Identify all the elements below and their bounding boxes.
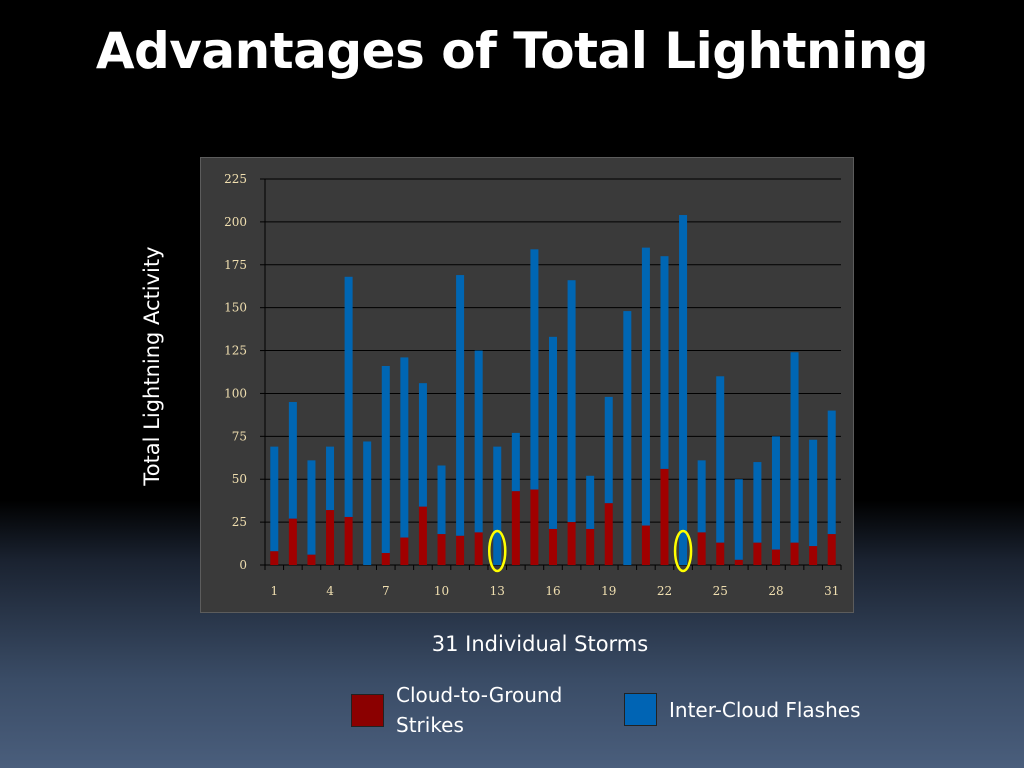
bar-chart: 0 25 50 75 100 125 150 175 200 225 1 4 7 10 13 16 19 22 25…	[224, 172, 842, 598]
bar-inter-cloud	[400, 357, 409, 538]
bar-inter-cloud	[456, 275, 465, 536]
bar-cloud-to-ground	[716, 542, 725, 565]
bar-inter-cloud	[363, 441, 372, 565]
x-tick-label: 19	[601, 584, 616, 598]
x-tick-label: 31	[824, 584, 839, 598]
bar-inter-cloud	[827, 410, 836, 535]
bar-cloud-to-ground	[827, 534, 836, 565]
bar-cloud-to-ground	[549, 528, 557, 565]
y-tick-label: 25	[232, 515, 247, 529]
y-tick-label: 50	[232, 472, 247, 486]
bar-cloud-to-ground	[809, 546, 818, 565]
x-tick-label: 10	[434, 584, 449, 598]
bar-inter-cloud	[679, 215, 688, 565]
bar-inter-cloud	[586, 475, 595, 529]
slide-title: Advantages of Total Lightning	[95, 22, 929, 80]
bar-cloud-to-ground	[586, 528, 595, 565]
bar-cloud-to-ground	[790, 542, 799, 565]
bar-cloud-to-ground	[604, 503, 613, 565]
x-tick-label: 28	[768, 584, 783, 598]
legend-item-inter-cloud: Inter-Cloud Flashes	[624, 693, 861, 726]
x-tick-label: 7	[382, 584, 390, 598]
bar-inter-cloud	[307, 460, 316, 555]
bar-inter-cloud	[530, 249, 539, 490]
bar-inter-cloud	[326, 446, 335, 511]
bar-inter-cloud	[623, 311, 632, 565]
highlight-ellipse	[673, 529, 693, 573]
bar-cloud-to-ground	[456, 535, 465, 565]
y-tick-label: 175	[224, 258, 247, 272]
bar-cloud-to-ground	[270, 551, 279, 565]
y-tick-label: 200	[224, 215, 247, 229]
bar-inter-cloud	[437, 465, 446, 535]
y-tick-label: 0	[239, 558, 247, 572]
legend-label-line-2: Strikes	[396, 713, 464, 737]
y-tick-label: 100	[224, 386, 247, 400]
bar-cloud-to-ground	[567, 522, 576, 565]
bar-inter-cloud	[734, 479, 743, 560]
bar-inter-cloud	[641, 247, 650, 526]
x-tick-label: 22	[657, 584, 672, 598]
bar-inter-cloud	[511, 432, 520, 492]
x-tick-label: 4	[326, 584, 334, 598]
bar-inter-cloud	[493, 446, 502, 565]
y-tick-label: 225	[224, 172, 247, 186]
bar-cloud-to-ground	[326, 510, 335, 565]
bar-inter-cloud	[660, 256, 669, 469]
y-axis-title: Total Lightning Activity	[140, 246, 164, 486]
bar-cloud-to-ground	[511, 491, 520, 565]
bar-inter-cloud	[549, 336, 557, 529]
x-axis-title: 31 Individual Storms	[431, 632, 649, 656]
x-tick-label: 25	[713, 584, 728, 598]
bar-cloud-to-ground	[307, 554, 316, 565]
x-tick-label: 13	[490, 584, 505, 598]
legend-label-inter-cloud: Inter-Cloud Flashes	[669, 697, 861, 722]
bar-inter-cloud	[474, 350, 483, 533]
highlight-ellipse	[488, 529, 507, 573]
x-tick-label: 16	[545, 584, 560, 598]
bar-cloud-to-ground	[734, 559, 743, 565]
bar-cloud-to-ground	[771, 549, 780, 565]
x-tick-label: 1	[270, 584, 278, 598]
bar-cloud-to-ground	[641, 525, 650, 565]
legend-swatch-cloud-to-ground	[351, 693, 384, 727]
bar-cloud-to-ground	[418, 506, 427, 565]
legend-item-cloud-to-ground: Cloud-to-Ground Strikes	[351, 680, 562, 740]
bar-inter-cloud	[567, 280, 576, 523]
bar-cloud-to-ground	[400, 537, 409, 565]
y-tick-label: 75	[232, 429, 247, 443]
bar-inter-cloud	[809, 439, 818, 547]
bar-inter-cloud	[288, 402, 297, 519]
bar-cloud-to-ground	[474, 532, 483, 565]
bar-inter-cloud	[790, 352, 799, 543]
bar-cloud-to-ground	[697, 532, 706, 565]
legend-swatch-inter-cloud	[624, 693, 657, 726]
bar-cloud-to-ground	[437, 534, 446, 565]
bar-inter-cloud	[716, 376, 725, 543]
bar-inter-cloud	[771, 436, 780, 550]
bar-inter-cloud	[344, 276, 353, 517]
bar-inter-cloud	[381, 365, 390, 553]
bar-inter-cloud	[753, 462, 762, 543]
y-tick-label: 150	[224, 301, 247, 315]
legend-label-line-1: Cloud-to-Ground	[396, 683, 563, 707]
bar-inter-cloud	[418, 383, 427, 507]
y-tick-label: 125	[224, 344, 247, 358]
chart-panel: 0 25 50 75 100 125 150 175 200 225 1 4 7 10 13 16 19 22 25…	[200, 157, 854, 613]
bar-inter-cloud	[270, 446, 279, 552]
bar-cloud-to-ground	[344, 516, 353, 565]
bar-cloud-to-ground	[530, 489, 539, 565]
legend-label-cloud-to-ground: Cloud-to-Ground Strikes	[396, 680, 562, 740]
bar-cloud-to-ground	[288, 518, 297, 565]
bar-cloud-to-ground	[753, 542, 762, 565]
bar-cloud-to-ground	[660, 468, 669, 565]
bar-inter-cloud	[697, 460, 706, 533]
bar-cloud-to-ground	[381, 552, 390, 565]
bar-inter-cloud	[604, 396, 613, 504]
